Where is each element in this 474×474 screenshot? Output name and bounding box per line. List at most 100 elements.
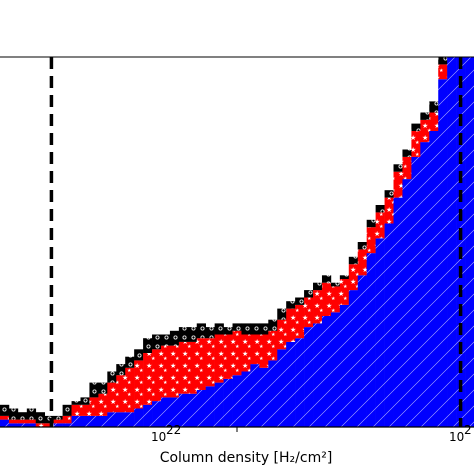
bar-red: [44, 423, 54, 427]
bar-blue: [178, 393, 189, 427]
bar-red: [259, 334, 269, 368]
bar-black: [295, 297, 305, 305]
bar-red: [304, 297, 314, 328]
bar-black: [35, 412, 46, 424]
bar-black: [214, 323, 224, 335]
bar-red: [98, 393, 108, 416]
bar-red: [268, 330, 278, 361]
bar-red: [116, 375, 126, 413]
bar-blue: [232, 375, 242, 427]
bar-black: [393, 164, 403, 172]
bar-blue: [62, 423, 72, 427]
bar-red: [375, 212, 385, 239]
bar-black: [98, 382, 108, 394]
bar-blue: [456, 57, 466, 427]
x-axis-label: Column density [H₂/cm²]: [160, 450, 333, 466]
bar-blue: [420, 142, 430, 427]
bar-blue: [447, 57, 457, 427]
bar-blue: [8, 423, 19, 427]
bar-black: [44, 415, 54, 424]
bar-red: [348, 264, 359, 291]
bar-black: [187, 327, 198, 342]
bar-red: [8, 419, 19, 424]
bar-black: [339, 275, 350, 279]
bar-red: [205, 338, 215, 387]
bar-blue: [250, 364, 260, 427]
bar-blue: [411, 156, 421, 427]
bar-blue: [26, 423, 37, 427]
bar-black: [384, 190, 394, 198]
bar-red: [89, 397, 99, 416]
bar-blue: [268, 360, 278, 427]
bar-blue: [304, 327, 314, 427]
bar-blue: [196, 390, 206, 427]
bar-red: [295, 304, 305, 339]
bar-blue: [375, 238, 385, 427]
bar-black: [357, 242, 367, 250]
bar-blue: [313, 323, 323, 427]
bar-red: [143, 353, 153, 405]
bar-blue: [143, 404, 153, 427]
bar-red: [169, 345, 180, 398]
bar-black: [205, 327, 215, 339]
bar-black: [17, 412, 28, 420]
bar-black: [375, 205, 385, 213]
bar-red: [313, 290, 323, 324]
bar-black: [411, 123, 421, 131]
bar-blue: [259, 367, 269, 427]
bar-blue: [89, 415, 99, 427]
bar-black: [71, 401, 81, 405]
bar-red: [241, 334, 251, 372]
bar-blue: [366, 253, 376, 427]
x-tick-label-base: 10: [449, 430, 464, 444]
bar-black: [223, 327, 233, 335]
bar-black: [366, 219, 376, 228]
bar-blue: [348, 290, 359, 427]
bar-blue: [223, 378, 233, 427]
bar-black: [321, 275, 332, 283]
bar-black: [116, 364, 126, 376]
bar-red: [196, 338, 206, 390]
bar-red: [53, 419, 63, 424]
bar-red: [214, 334, 224, 383]
bar-black: [53, 415, 63, 420]
threshold-lines: [49, 57, 463, 427]
bar-black: [313, 282, 323, 291]
bar-blue: [277, 349, 287, 427]
bar-blue: [384, 223, 394, 427]
bar-black: [89, 382, 99, 398]
bars-group: [0, 57, 474, 427]
bar-blue: [429, 131, 439, 427]
bar-red: [277, 319, 287, 350]
bar-red: [420, 119, 430, 143]
bar-red: [339, 279, 350, 305]
bar-red: [125, 367, 135, 413]
bar-blue: [0, 419, 10, 427]
bar-black: [196, 323, 206, 339]
bar-black: [125, 356, 135, 368]
bar-black: [402, 149, 412, 157]
bar-black: [420, 112, 430, 120]
bar-red: [223, 334, 233, 379]
bar-blue: [295, 338, 305, 427]
bar-black: [160, 334, 171, 346]
bar-blue: [438, 79, 448, 427]
bar-blue: [357, 275, 367, 427]
bar-red: [107, 382, 117, 413]
bar-black: [250, 323, 260, 335]
bar-blue: [80, 415, 90, 427]
bar-blue: [116, 412, 126, 427]
bar-blue: [465, 57, 474, 427]
bar-black: [438, 57, 448, 65]
bar-black: [330, 282, 341, 287]
bar-red: [0, 415, 10, 420]
bar-black: [304, 290, 314, 298]
bar-black: [277, 308, 287, 320]
bar-blue: [125, 412, 135, 427]
bar-black: [268, 319, 278, 331]
bar-red: [286, 308, 296, 342]
bar-black: [232, 323, 242, 331]
bar-blue: [152, 401, 162, 427]
bar-blue: [160, 397, 171, 427]
bar-black: [286, 301, 296, 309]
